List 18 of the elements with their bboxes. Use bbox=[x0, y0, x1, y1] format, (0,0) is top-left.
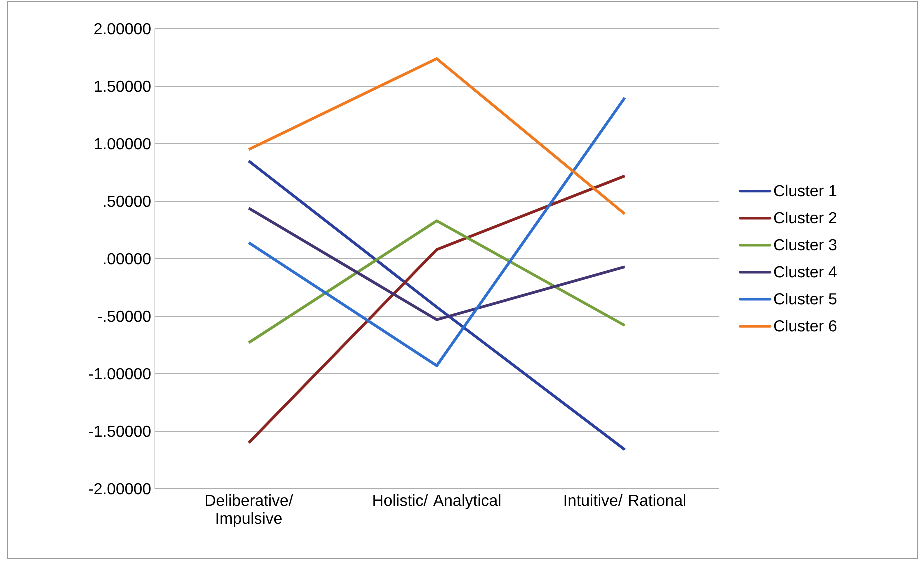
y-tick-label: 1.50000 bbox=[95, 80, 151, 92]
legend-label: Cluster 2 bbox=[774, 212, 837, 224]
y-tick-label: .50000 bbox=[104, 196, 151, 208]
legend-label: Cluster 5 bbox=[774, 293, 837, 305]
x-tick-label: Deliberative/ Impulsive bbox=[206, 494, 294, 528]
legend-label: Cluster 6 bbox=[774, 320, 837, 332]
legend-label: Cluster 1 bbox=[774, 184, 837, 197]
legend-label: Cluster 3 bbox=[774, 238, 837, 251]
y-tick-label: .00000 bbox=[104, 253, 151, 265]
y-tick-label: -1.00000 bbox=[89, 368, 151, 380]
y-tick-label: 2.00000 bbox=[94, 23, 151, 35]
legend-label: Cluster 4 bbox=[774, 266, 837, 278]
x-tick-label: Intuitive/ Rational bbox=[564, 494, 686, 506]
y-tick-label: 1.00000 bbox=[95, 138, 151, 150]
y-tick-label: -1.50000 bbox=[89, 426, 151, 438]
x-tick-label: Holistic/ Analytical bbox=[374, 494, 501, 510]
y-tick-label: -2.00000 bbox=[89, 483, 151, 495]
y-tick-label: -.50000 bbox=[98, 310, 151, 322]
